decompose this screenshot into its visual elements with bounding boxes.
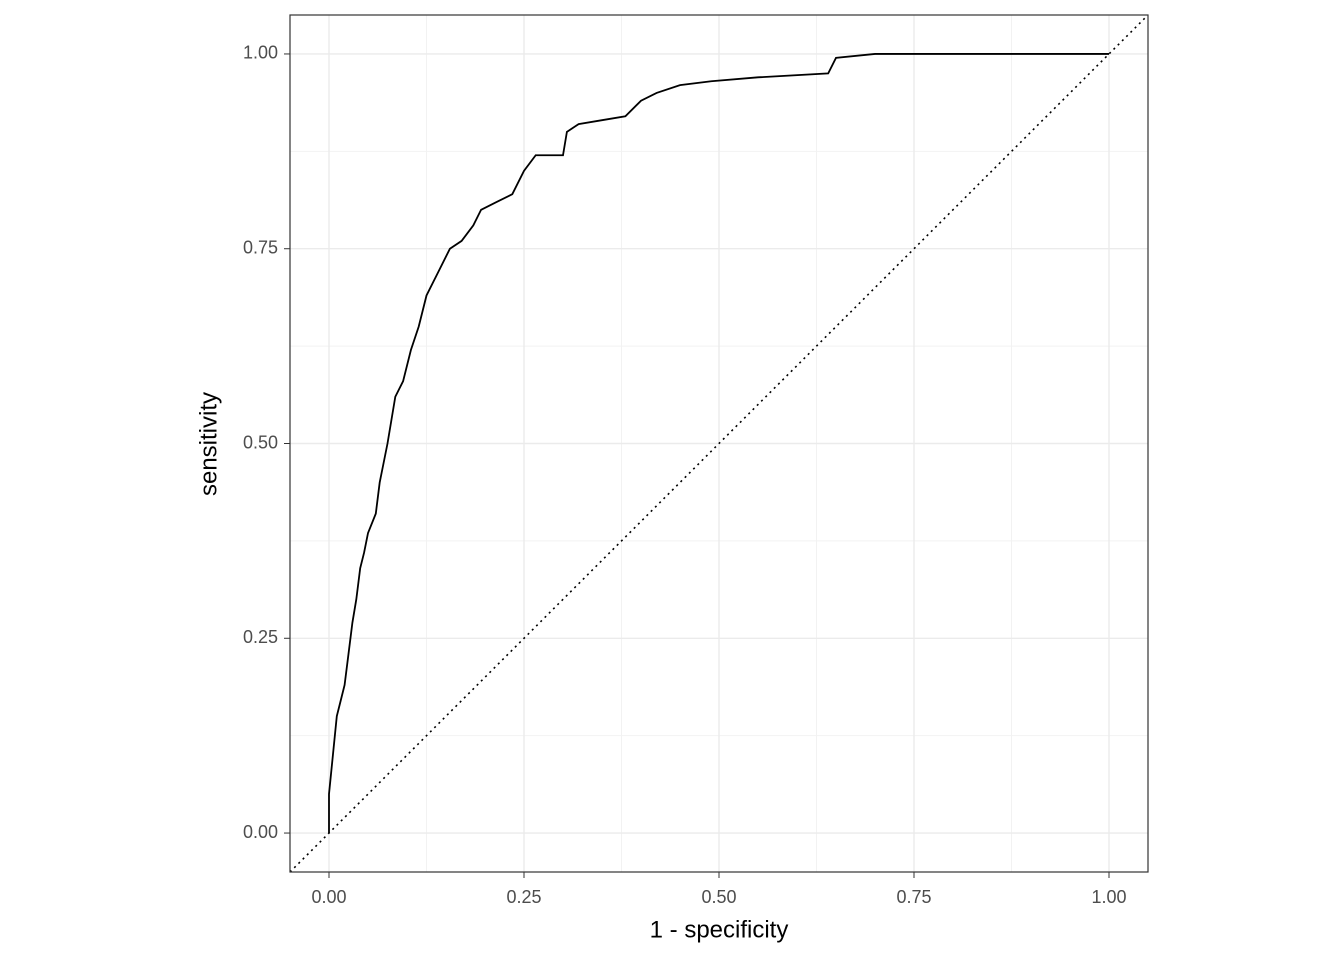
roc-curve: [328, 53, 1109, 834]
panel-border: [289, 14, 1149, 873]
x-axis-title: 1 - specificity: [650, 916, 789, 943]
y-tick-label: 1.00: [243, 43, 278, 63]
y-tick-label: 0.00: [243, 822, 278, 842]
reference-line: [289, 14, 1149, 873]
x-tick-label: 0.75: [896, 887, 931, 907]
x-tick-label: 1.00: [1091, 887, 1126, 907]
y-tick-label: 0.50: [243, 432, 278, 452]
y-axis-title: sensitivity: [195, 392, 222, 496]
y-tick-label: 0.75: [243, 237, 278, 257]
x-tick-label: 0.25: [506, 887, 541, 907]
y-tick-label: 0.25: [243, 627, 278, 647]
x-tick-label: 0.00: [311, 887, 346, 907]
x-tick-label: 0.50: [701, 887, 736, 907]
